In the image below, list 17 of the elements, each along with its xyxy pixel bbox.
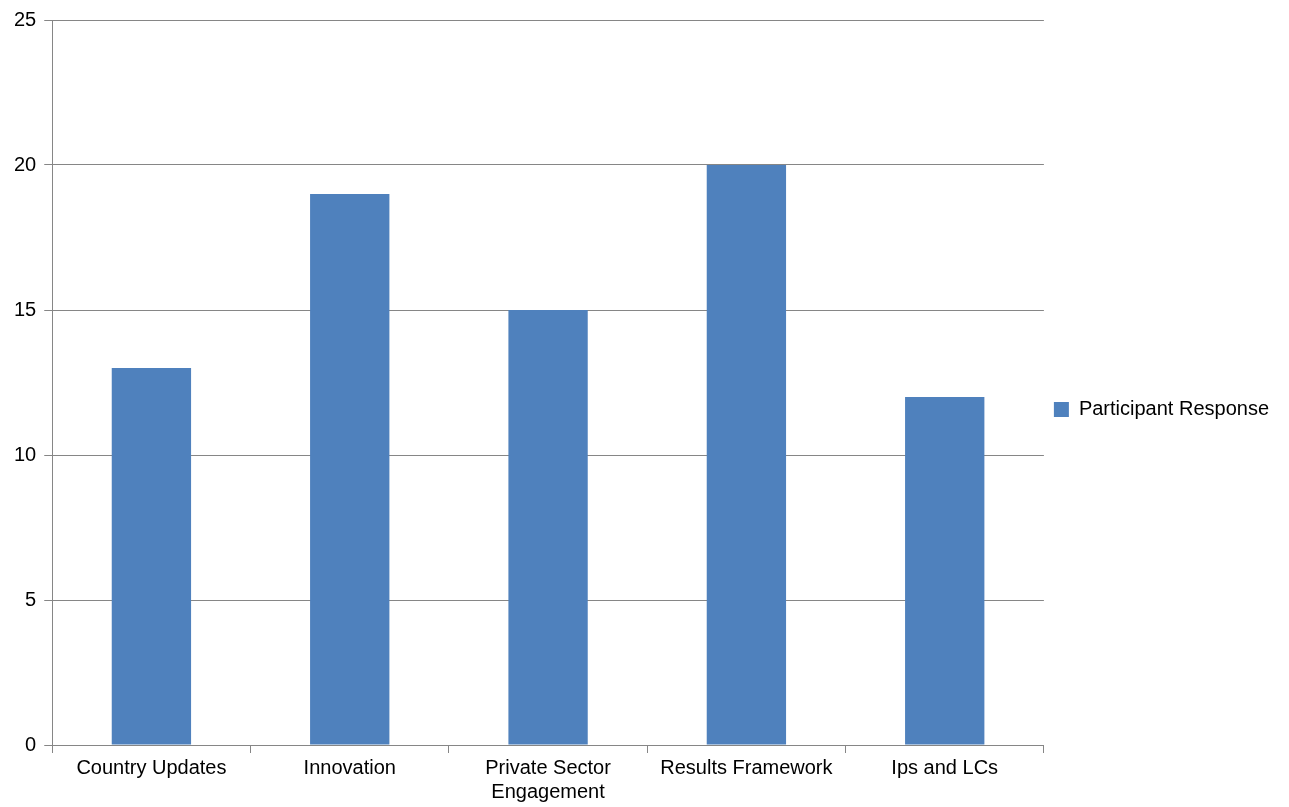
x-tick-label: Results Framework bbox=[660, 755, 834, 778]
bar bbox=[508, 310, 588, 745]
legend-label: Participant Response bbox=[1078, 397, 1269, 420]
x-tick-label: Ips and LCs bbox=[891, 755, 999, 778]
y-tick-label: 10 bbox=[14, 442, 37, 465]
bar bbox=[706, 165, 787, 745]
y-tick-label: 20 bbox=[14, 152, 37, 175]
y-tick-label: 15 bbox=[14, 297, 37, 320]
bar bbox=[111, 368, 192, 745]
bar bbox=[310, 194, 390, 745]
x-tick-label: Country Updates bbox=[76, 755, 227, 778]
y-tick-label: 0 bbox=[25, 732, 37, 755]
y-tick-label: 5 bbox=[25, 587, 37, 610]
bar bbox=[905, 397, 985, 745]
y-tick-label: 25 bbox=[14, 7, 37, 30]
x-tick-label: Innovation bbox=[303, 755, 396, 778]
x-tick-label: Private Sector Engagement bbox=[485, 755, 612, 802]
